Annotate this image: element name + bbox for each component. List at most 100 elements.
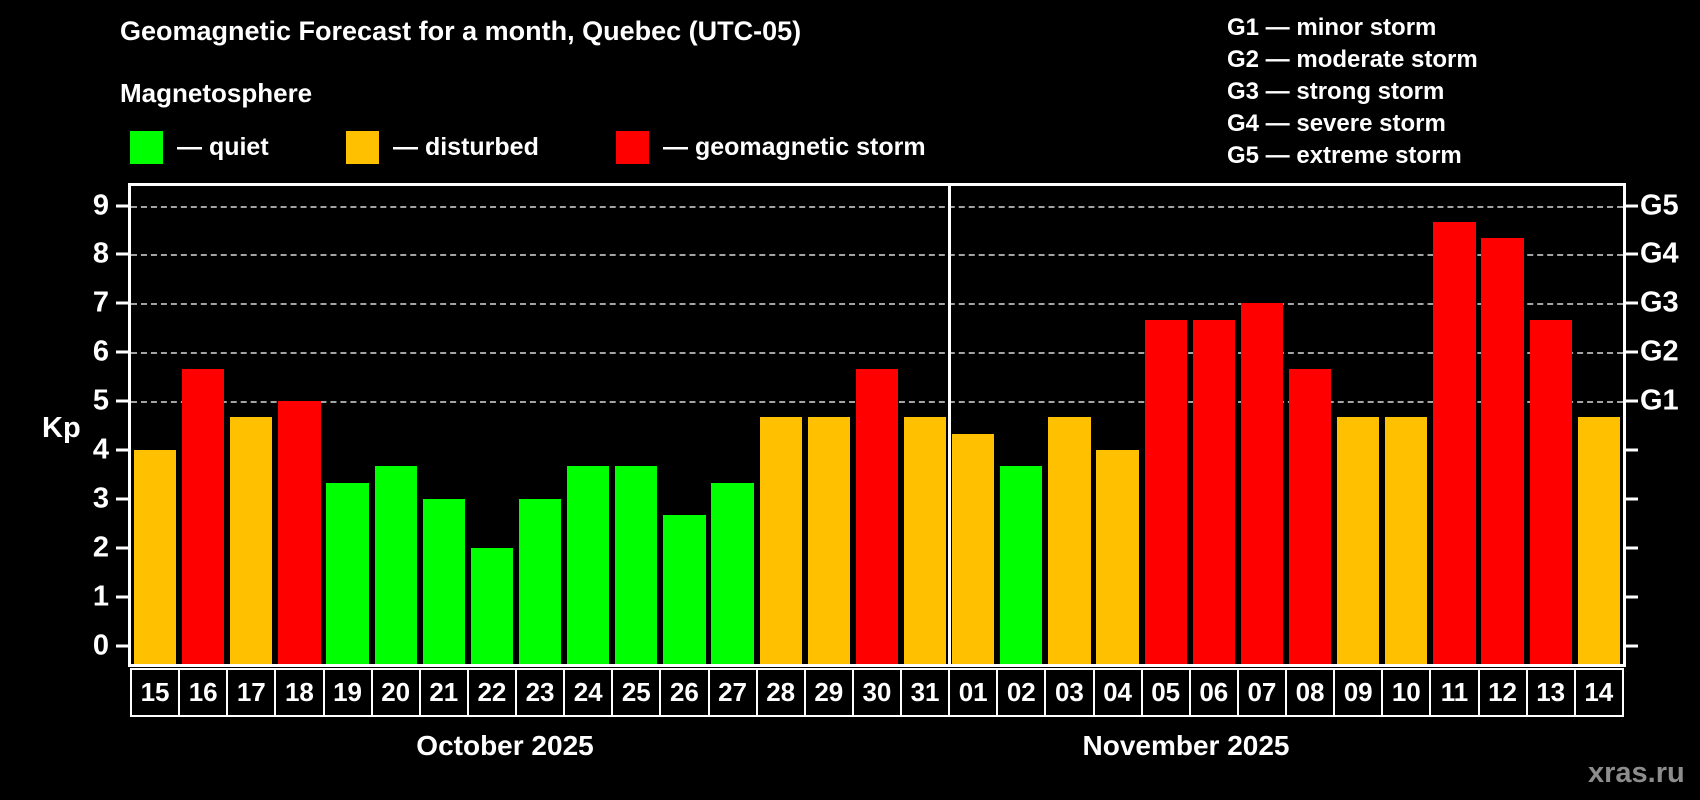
day-box-16: 16: [178, 668, 229, 717]
y-axis-label-9: 9: [92, 189, 109, 222]
g5-legend-line: G5 — extreme storm: [1227, 142, 1462, 169]
kp-bar-13: [1529, 319, 1572, 664]
g3-legend-line: G3 — strong storm: [1227, 78, 1445, 105]
day-box-01: 01: [948, 668, 999, 717]
y-axis-label-7: 7: [92, 286, 109, 319]
kp-bar-15: [133, 450, 177, 664]
day-box-19: 19: [322, 668, 373, 717]
left-tick-4: [116, 448, 128, 452]
legend-label-storm: — geomagnetic storm: [663, 133, 926, 161]
kp-bar-18: [278, 401, 321, 664]
kp-bar-25: [615, 466, 658, 664]
kp-bar-28: [759, 417, 802, 664]
day-cell: [324, 186, 372, 664]
left-tick-0: [116, 644, 128, 648]
day-cell: [1575, 186, 1623, 664]
day-box-09: 09: [1333, 668, 1384, 717]
day-cell: [949, 186, 997, 664]
kp-bar-08: [1288, 368, 1332, 664]
right-axis-label-g2: G2: [1640, 335, 1679, 368]
kp-bar-22: [470, 548, 514, 664]
day-cell: [757, 186, 805, 664]
day-box-06: 06: [1188, 668, 1239, 717]
left-tick-3: [116, 497, 128, 501]
day-box-08: 08: [1285, 668, 1336, 717]
kp-bar-27: [711, 482, 754, 664]
day-cell: [179, 186, 227, 664]
storm-color-swatch: [616, 131, 649, 164]
day-cell: [468, 186, 516, 664]
gridline-kp8: [131, 254, 1623, 257]
day-cell: [805, 186, 853, 664]
legend-item-storm: — geomagnetic storm: [616, 131, 926, 164]
g4-legend-line: G4 — severe storm: [1227, 110, 1446, 137]
kp-bar-16: [182, 368, 225, 664]
day-cell: [853, 186, 901, 664]
right-tick-2: [1626, 546, 1638, 550]
quiet-color-swatch: [130, 131, 163, 164]
right-tick-1: [1626, 595, 1638, 599]
kp-bar-24: [567, 466, 610, 664]
kp-bar-23: [518, 499, 562, 664]
legend-label-disturbed: — disturbed: [393, 133, 539, 161]
day-box-05: 05: [1140, 668, 1191, 717]
day-cell: [660, 186, 708, 664]
page-title: Geomagnetic Forecast for a month, Quebec…: [120, 16, 802, 46]
left-tick-1: [116, 595, 128, 599]
day-cell: [131, 186, 179, 664]
day-box-22: 22: [466, 668, 517, 717]
y-axis-label-6: 6: [92, 335, 109, 368]
right-tick-0: [1626, 644, 1638, 648]
day-box-07: 07: [1236, 668, 1287, 717]
day-box-20: 20: [370, 668, 421, 717]
day-box-25: 25: [611, 668, 662, 717]
kp-bar-19: [326, 482, 369, 664]
right-tick-6: [1626, 350, 1638, 354]
month-separator-line: [948, 186, 952, 664]
legend-item-quiet: — quiet: [130, 131, 269, 164]
day-box-26: 26: [659, 668, 710, 717]
legend-label-quiet: — quiet: [177, 133, 269, 161]
day-cell: [1045, 186, 1093, 664]
day-box-30: 30: [851, 668, 902, 717]
day-box-31: 31: [900, 668, 951, 717]
right-tick-8: [1626, 252, 1638, 256]
plot-area: 0 1 2 3 4 5 6 7 8 9 G1 G2 G3 G4 G5: [93, 183, 1679, 667]
day-box-04: 04: [1092, 668, 1143, 717]
day-cell: [1430, 186, 1478, 664]
day-box-27: 27: [707, 668, 758, 717]
day-cell: [1238, 186, 1286, 664]
gridline-kp9: [131, 205, 1623, 208]
day-box-29: 29: [803, 668, 854, 717]
right-axis-label-g5: G5: [1640, 189, 1679, 222]
kp-bar-12: [1481, 238, 1524, 664]
left-tick-7: [116, 301, 128, 305]
kp-bar-11: [1433, 221, 1476, 664]
kp-bar-10: [1385, 417, 1428, 664]
kp-bar-03: [1048, 417, 1091, 664]
day-box-21: 21: [418, 668, 469, 717]
day-box-24: 24: [563, 668, 614, 717]
day-cell: [612, 186, 660, 664]
kp-bar-09: [1337, 417, 1380, 664]
kp-bar-07: [1240, 303, 1284, 664]
day-box-23: 23: [515, 668, 566, 717]
day-cell: [709, 186, 757, 664]
day-cell: [1142, 186, 1190, 664]
bars-row: [131, 186, 1623, 664]
kp-bar-21: [422, 499, 465, 664]
gridline-kp7: [131, 303, 1623, 306]
kp-bar-20: [374, 466, 417, 664]
day-cell: [901, 186, 949, 664]
month-label-october: October 2025: [416, 730, 594, 761]
day-box-02: 02: [996, 668, 1047, 717]
right-tick-5: [1626, 399, 1638, 403]
day-cell: [420, 186, 468, 664]
kp-bar-30: [855, 368, 899, 664]
kp-axis-label: Kp: [42, 412, 81, 444]
right-tick-3: [1626, 497, 1638, 501]
day-cell: [1286, 186, 1334, 664]
day-cell: [227, 186, 275, 664]
kp-bar-01: [952, 434, 995, 664]
